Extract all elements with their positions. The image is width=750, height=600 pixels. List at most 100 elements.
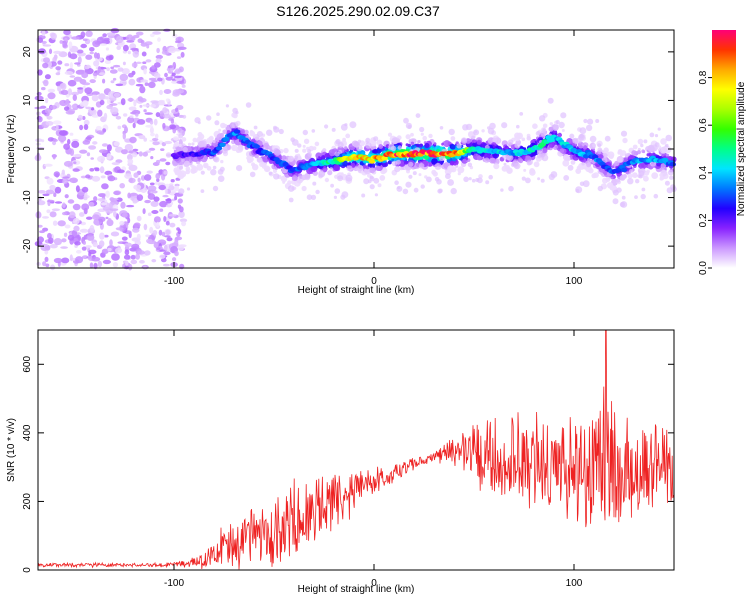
spectrogram-noise-point (110, 27, 120, 34)
spectrogram-halo-point (646, 169, 650, 174)
spectrogram-sparse-point (597, 185, 603, 192)
spectrogram-halo-point (185, 166, 191, 172)
spectrogram-noise-point (83, 119, 90, 126)
spectrogram-sparse-point (612, 189, 619, 196)
spectrogram-halo-point (588, 167, 594, 174)
spectrogram-noise-point (153, 72, 161, 79)
spectrogram-noise-point (82, 140, 91, 145)
spectrogram-noise-point (71, 229, 78, 237)
spectrogram-halo-point (616, 155, 624, 163)
spectrogram-halo-point (617, 149, 623, 154)
spectrogram-noise-point (158, 184, 166, 191)
spectrogram-noise-point (67, 88, 72, 96)
spectrogram-noise-point (106, 98, 111, 105)
spectrogram-noise-point (121, 149, 128, 155)
spectrogram-halo-point (344, 146, 348, 150)
spectrogram-halo-point (191, 142, 195, 146)
spectrogram-halo-point (432, 171, 438, 177)
spectrogram-halo-point (379, 175, 386, 181)
spectrogram-noise-point (93, 196, 98, 202)
spectrogram-noise-point (177, 198, 183, 204)
spectrogram-noise-point (153, 196, 160, 202)
spectrogram-halo-point (254, 154, 259, 159)
spectrogram-noise-point (163, 113, 171, 119)
spectrogram-noise-point (137, 250, 146, 255)
spectrogram-sparse-point (403, 117, 409, 124)
spectrogram-noise-point (142, 151, 148, 157)
spectrogram-sparse-point (654, 134, 659, 138)
spectrogram-noise-point (157, 77, 163, 82)
spectrogram-noise-point (42, 62, 49, 69)
spectrogram-halo-point (387, 132, 393, 137)
spectrogram-noise-point (99, 99, 105, 106)
spectrogram-noise-point (82, 100, 89, 106)
spectrogram-sparse-point (487, 126, 491, 130)
spectrogram-noise-point (127, 116, 135, 124)
spectrogram-noise-point (150, 132, 155, 137)
spectrogram-noise-point (126, 204, 135, 208)
spectrogram-noise-point (164, 187, 168, 195)
spectrogram-sparse-point (405, 122, 412, 129)
spectrogram-halo-point (273, 149, 281, 156)
spectrogram-noise-point (133, 99, 137, 107)
spectrogram-noise-point (130, 259, 138, 265)
spectrogram-sparse-point (434, 162, 442, 170)
spectrogram-sparse-point (287, 185, 295, 192)
spectrogram-halo-point (249, 129, 253, 133)
spectrogram-noise-point (82, 240, 86, 245)
spectrogram-sparse-point (537, 177, 541, 181)
spectrogram-sparse-point (235, 111, 239, 115)
spectrogram-noise-point (74, 241, 81, 246)
spectrogram-halo-point (324, 153, 330, 159)
spectrogram-noise-point (106, 144, 112, 152)
spectrogram-noise-point (59, 40, 64, 44)
spectrogram-sparse-point (537, 150, 541, 155)
spectrogram-sparse-point (278, 128, 284, 135)
spectrogram-noise-point (35, 138, 43, 142)
spectrogram-noise-point (138, 151, 143, 157)
spectrogram-noise-point (103, 112, 108, 120)
spectrogram-sparse-point (337, 141, 344, 148)
spectrogram-noise-point (177, 46, 187, 50)
spectrogram-noise-point (181, 84, 186, 88)
spectrogram-noise-point (63, 232, 68, 237)
spectrogram-noise-point (65, 99, 70, 107)
spectrogram-ytick-label: -10 (22, 190, 33, 205)
spectrogram-noise-point (55, 124, 59, 131)
snr-ylabel: SNR (10 * v/v) (6, 418, 17, 482)
spectrogram-sparse-point (582, 180, 590, 188)
spectrogram-noise-point (141, 51, 147, 57)
spectrogram-noise-point (135, 83, 144, 87)
spectrogram-noise-point (146, 170, 153, 174)
spectrogram-noise-point (161, 231, 166, 237)
spectrogram-halo-point (532, 123, 538, 129)
spectrogram-noise-point (121, 81, 127, 85)
spectrogram-noise-point (112, 77, 117, 81)
spectrogram-noise-point (34, 95, 44, 101)
spectrogram-noise-point (73, 161, 77, 164)
spectrogram-sparse-point (456, 143, 462, 149)
spectrogram-halo-point (291, 175, 298, 182)
colorbar-gradient (712, 30, 736, 268)
spectrogram-noise-point (102, 78, 106, 84)
spectrogram-halo-point (303, 138, 310, 144)
spectrogram-sparse-point (212, 185, 219, 192)
spectrogram-noise-point (150, 156, 154, 160)
spectrogram-sparse-point (567, 164, 574, 171)
spectrogram-sparse-point (439, 126, 444, 130)
spectrogram-noise-point (105, 190, 110, 198)
spectrogram-sparse-point (612, 198, 619, 205)
spectrogram-sparse-point (595, 119, 600, 123)
spectrogram-noise-point (83, 124, 89, 130)
spectrogram-noise-point (101, 183, 109, 190)
spectrogram-halo-point (503, 162, 507, 166)
spectrogram-noise-point (163, 89, 172, 94)
spectrogram-noise-point (111, 162, 120, 166)
spectrogram-noise-point (63, 29, 71, 36)
spectrogram-noise-point (149, 126, 154, 134)
spectrogram-sparse-point (212, 156, 218, 162)
spectrogram-halo-point (420, 132, 424, 136)
spectrogram-sparse-point (373, 136, 379, 142)
spectrogram-sparse-point (245, 102, 252, 108)
spectrogram-halo-point (659, 173, 663, 177)
